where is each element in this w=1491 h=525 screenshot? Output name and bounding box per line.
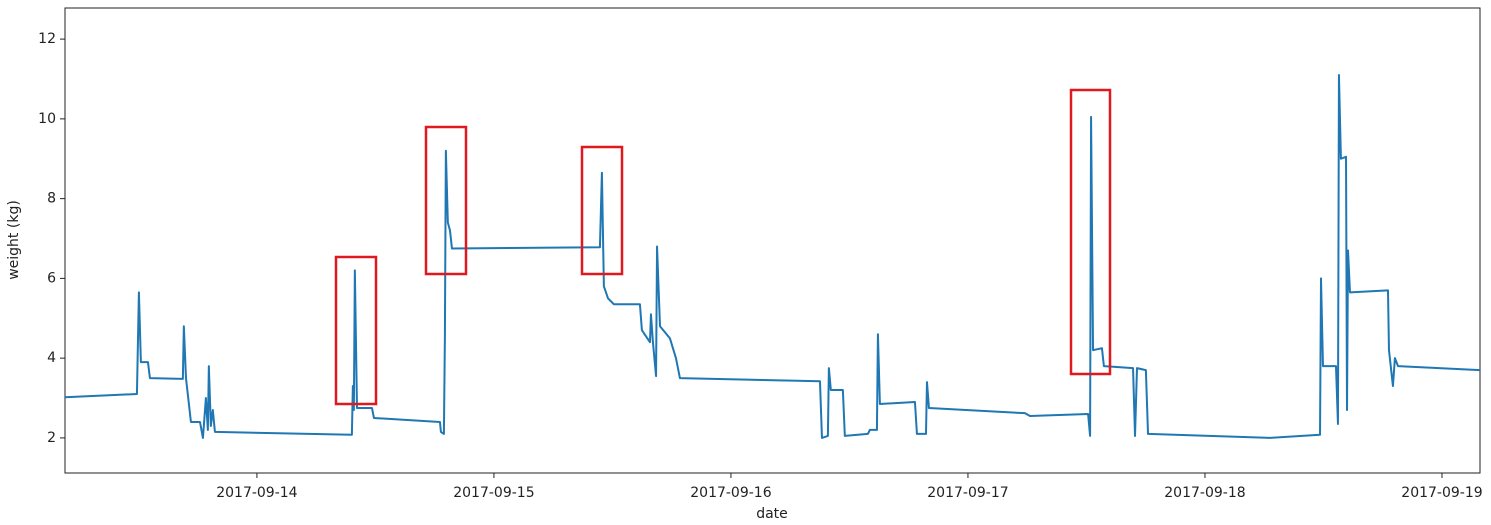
x-tick-label: 2017-09-16 [690,485,771,501]
y-tick-label: 8 [47,191,56,207]
highlight-box [334,255,378,406]
y-tick-label: 6 [47,270,56,286]
plot-frame [64,7,1481,474]
y-tick-label: 12 [38,31,56,47]
y-tick-label: 4 [47,350,56,366]
highlight-box [580,145,624,276]
x-tick-label: 2017-09-15 [453,485,534,501]
x-axis-label: date [756,506,788,522]
data-line [64,74,1481,439]
x-tick-label: 2017-09-19 [1401,485,1482,501]
x-tick-label: 2017-09-18 [1164,485,1245,501]
y-axis-label: weight (kg) [6,200,22,280]
x-tick-label: 2017-09-14 [216,485,297,501]
y-tick-label: 2 [47,430,56,446]
highlight-boxes [334,88,1112,406]
y-tick-label: 10 [38,111,56,127]
highlight-box [424,125,468,276]
x-tick-label: 2017-09-17 [927,485,1008,501]
highlight-box [1069,88,1112,376]
